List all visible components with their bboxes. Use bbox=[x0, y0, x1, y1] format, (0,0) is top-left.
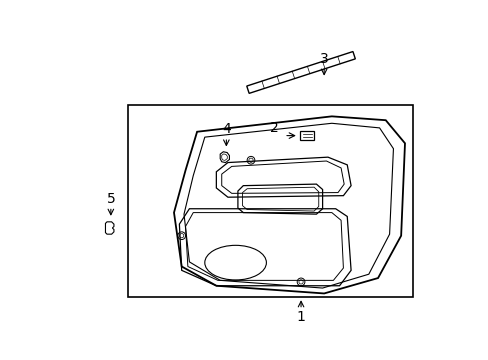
Text: 1: 1 bbox=[296, 310, 305, 324]
Text: 2: 2 bbox=[269, 121, 278, 135]
Text: 3: 3 bbox=[319, 51, 328, 66]
Text: 4: 4 bbox=[222, 122, 230, 136]
Text: 5: 5 bbox=[106, 192, 115, 206]
